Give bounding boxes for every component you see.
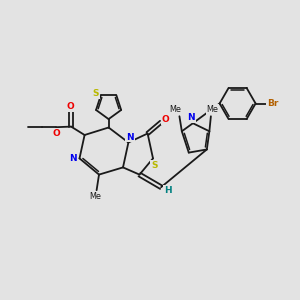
Text: O: O — [67, 102, 74, 111]
Text: Me: Me — [169, 105, 181, 114]
Text: O: O — [161, 115, 169, 124]
Text: S: S — [151, 160, 158, 169]
Text: N: N — [188, 113, 195, 122]
Text: Br: Br — [267, 99, 278, 108]
Text: Me: Me — [206, 105, 218, 114]
Text: O: O — [52, 129, 60, 138]
Text: S: S — [92, 89, 99, 98]
Text: N: N — [69, 154, 77, 163]
Text: H: H — [164, 186, 172, 195]
Text: Me: Me — [89, 192, 101, 201]
Text: N: N — [126, 133, 134, 142]
